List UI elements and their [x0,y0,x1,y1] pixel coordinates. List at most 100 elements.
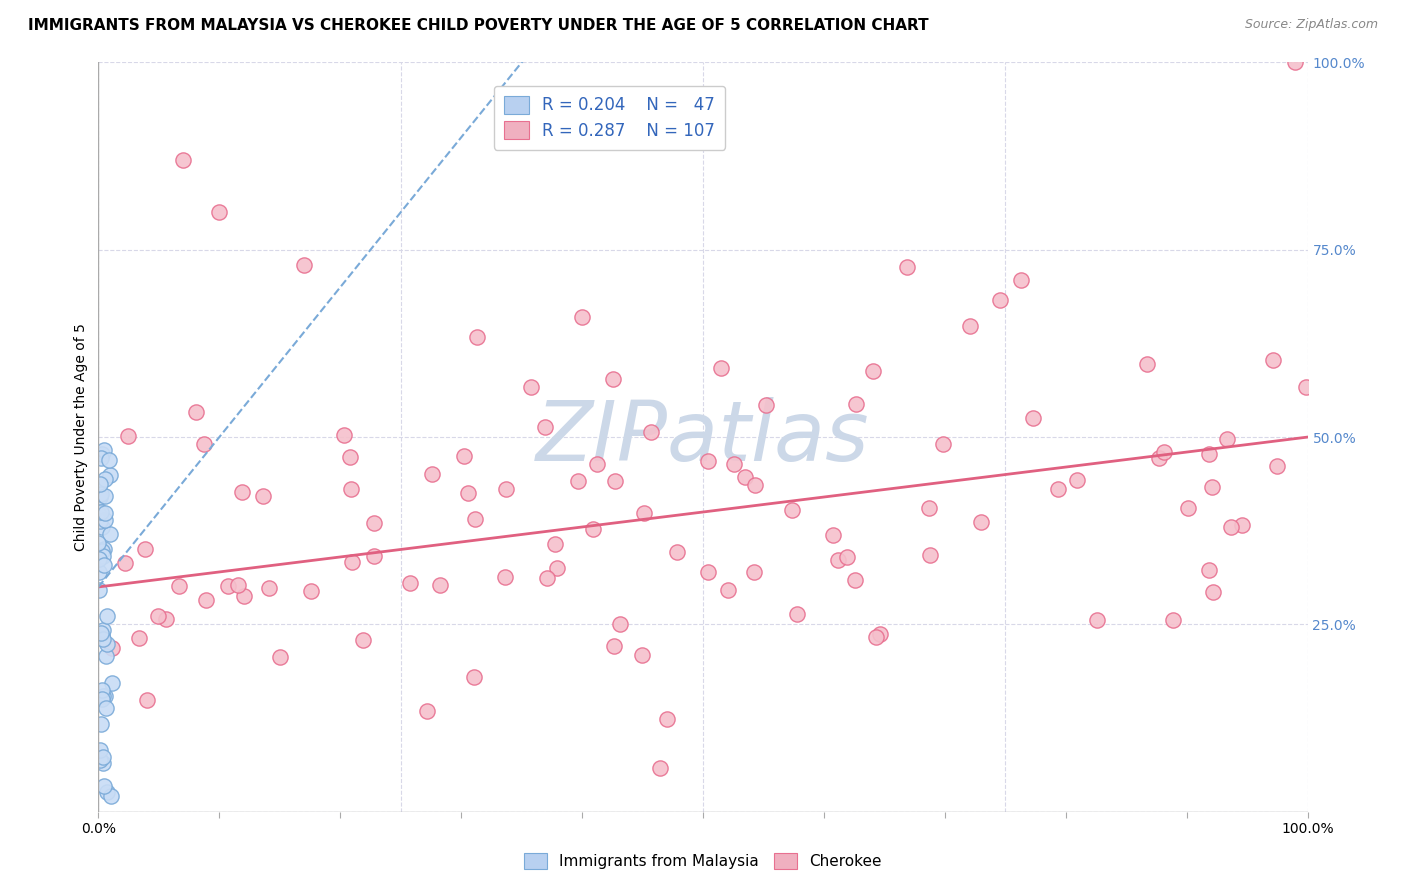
Point [603,474,626,488]
Point [87,507,110,521]
Point [186,405,208,419]
Point [87,536,110,550]
Point [128,631,150,645]
Point [339,483,361,497]
Point [723,458,745,472]
Point [91,447,114,461]
Point [87,565,110,579]
Point [194,593,217,607]
Point [1284,55,1306,70]
Point [1198,563,1220,577]
Point [1066,473,1088,487]
Point [755,398,778,412]
Point [463,670,485,684]
Y-axis label: Child Poverty Under the Age of 5: Child Poverty Under the Age of 5 [75,323,89,551]
Point [1215,432,1237,446]
Point [292,258,315,272]
Point [571,310,593,325]
Point [98,467,121,482]
Point [536,571,558,585]
Point [98,453,121,467]
Point [228,578,250,592]
Point [1261,352,1284,367]
Point [90,692,112,706]
Point [666,545,689,559]
Point [89,742,111,756]
Point [546,561,568,575]
Point [1147,451,1170,466]
Point [155,611,177,625]
Text: IMMIGRANTS FROM MALAYSIA VS CHEROKEE CHILD POVERTY UNDER THE AGE OF 5 CORRELATIO: IMMIGRANTS FROM MALAYSIA VS CHEROKEE CHI… [28,18,929,33]
Point [339,450,361,464]
Point [631,648,654,662]
Point [193,437,215,451]
Point [1201,480,1223,494]
Point [91,632,114,646]
Point [340,555,363,569]
Point [217,579,239,593]
Point [1136,357,1159,371]
Point [94,506,117,520]
Point [415,704,437,718]
Point [87,552,110,566]
Point [363,516,385,531]
Point [696,565,718,579]
Point [742,565,765,579]
Point [91,756,114,770]
Point [91,549,114,563]
Point [865,631,887,645]
Point [100,789,122,804]
Point [465,330,488,344]
Point [650,761,672,775]
Point [352,633,374,648]
Point [609,617,631,632]
Point [918,500,941,515]
Point [837,549,859,564]
Point [91,632,114,647]
Point [603,639,626,653]
Point [585,457,607,471]
Point [90,505,112,519]
Point [582,522,605,536]
Point [87,582,110,597]
Point [94,472,117,486]
Point [89,515,111,529]
Point [90,683,112,698]
Point [91,544,114,558]
Point [990,293,1012,308]
Point [398,576,420,591]
Point [602,372,624,386]
Point [93,542,115,557]
Point [567,474,589,488]
Point [269,650,291,665]
Point [172,153,194,167]
Point [464,512,486,526]
Point [98,526,121,541]
Point [114,556,136,570]
Point [136,693,159,707]
Point [657,712,679,726]
Point [717,582,740,597]
Point [90,487,112,501]
Point [918,549,941,563]
Point [333,428,356,442]
Point [896,260,918,275]
Point [1295,380,1317,394]
Point [1022,410,1045,425]
Point [90,626,112,640]
Point [1265,459,1288,474]
Point [91,749,114,764]
Point [494,570,516,584]
Point [1047,483,1070,497]
Point [844,573,866,587]
Point [734,470,756,484]
Text: Source: ZipAtlas.com: Source: ZipAtlas.com [1244,18,1378,31]
Point [1202,585,1225,599]
Point [134,541,156,556]
Point [96,609,118,624]
Point [1177,500,1199,515]
Point [90,628,112,642]
Point [259,581,281,595]
Point [90,450,112,465]
Point [91,623,114,637]
